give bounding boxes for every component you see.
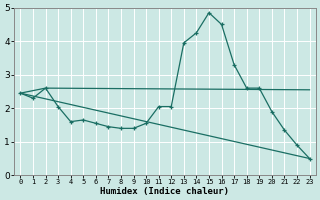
- X-axis label: Humidex (Indice chaleur): Humidex (Indice chaleur): [100, 187, 229, 196]
